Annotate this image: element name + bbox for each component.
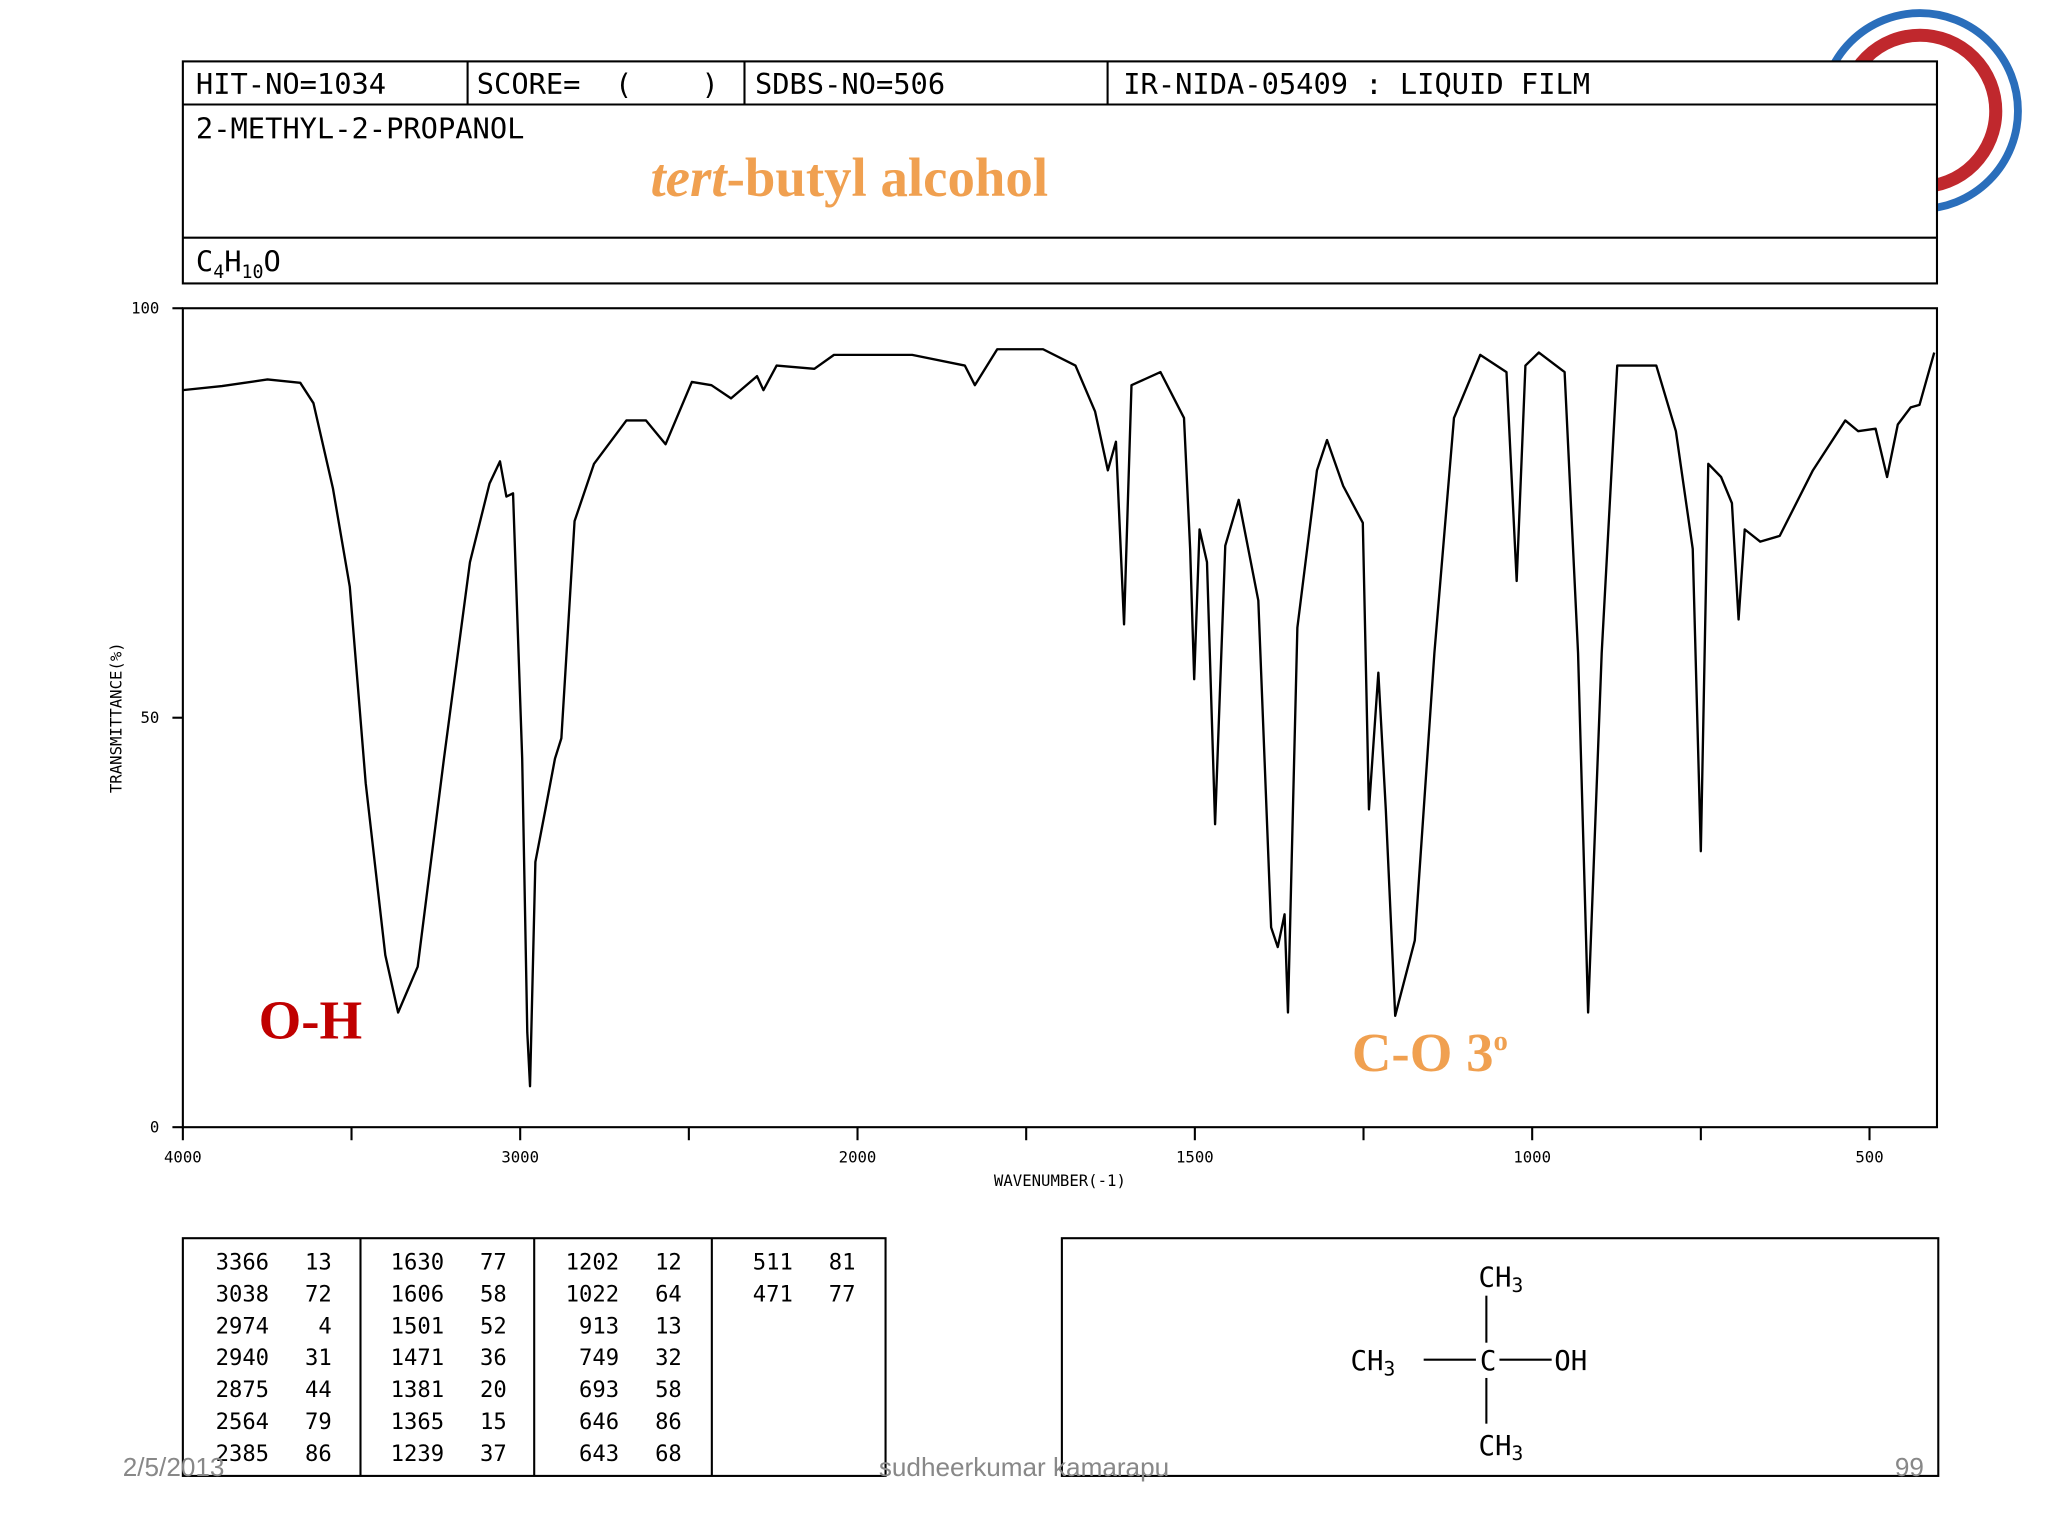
peak-cell: 511 xyxy=(753,1250,793,1276)
peak-cell: 643 xyxy=(579,1441,619,1467)
y-tick-label: 0 xyxy=(150,1117,159,1136)
peak-cell: 58 xyxy=(655,1377,682,1403)
x-tick-label: 3000 xyxy=(501,1147,539,1166)
footer-date: 2/5/2013 xyxy=(123,1452,225,1482)
peak-cell: 1471 xyxy=(391,1345,444,1371)
y-axis-label: TRANSMITTANCE(%) xyxy=(106,642,125,793)
title: tert-butyl alcohol xyxy=(650,147,1048,208)
atom: C xyxy=(1480,1346,1497,1377)
peak-cell: 15 xyxy=(480,1409,507,1435)
peak-cell: 2385 xyxy=(216,1441,269,1467)
footer-page: 99 xyxy=(1895,1452,1924,1482)
peak-rows: 3366 13 3038 72 2974 4 2940 31 2875 44 2564 79 2385 8… xyxy=(216,1250,856,1467)
x-axis-label: WAVENUMBER(-1) xyxy=(994,1171,1126,1190)
formula: C4H10O xyxy=(196,245,281,284)
peak-cell: 749 xyxy=(579,1345,619,1371)
x-tick-label: 2000 xyxy=(839,1147,877,1166)
peak-cell: 2564 xyxy=(216,1409,269,1435)
plot-frame xyxy=(181,307,1939,1129)
peak-cell: 1630 xyxy=(391,1250,444,1276)
peak-cell: 86 xyxy=(655,1409,682,1435)
structure: CH3 CH3 C OH CH3 xyxy=(1351,1263,1588,1466)
score: SCORE= ( ) xyxy=(477,67,719,101)
peak-cell: 4 xyxy=(318,1313,331,1339)
peak-cell: 32 xyxy=(655,1345,682,1371)
sdbs-no: SDBS-NO=506 xyxy=(755,67,945,101)
peak-cell: 36 xyxy=(480,1345,507,1371)
peak-cell: 3038 xyxy=(216,1281,269,1307)
peak-cell: 86 xyxy=(305,1441,332,1467)
peak-cell: 1365 xyxy=(391,1409,444,1435)
peak-cell: 1381 xyxy=(391,1377,444,1403)
x-tick-label: 500 xyxy=(1855,1147,1883,1166)
peak-cell: 3366 xyxy=(216,1250,269,1276)
compound-name: 2-METHYL-2-PROPANOL xyxy=(196,111,525,145)
peak-cell: 2940 xyxy=(216,1345,269,1371)
peak-cell: 2974 xyxy=(216,1313,269,1339)
peak-cell: 68 xyxy=(655,1441,682,1467)
peak-cell: 1501 xyxy=(391,1313,444,1339)
peak-cell: 1022 xyxy=(566,1281,619,1307)
footer-author: sudheerkumar kamarapu xyxy=(879,1452,1169,1482)
spectrum-line xyxy=(182,348,1936,1088)
peak-cell: 72 xyxy=(305,1281,332,1307)
peak-cell: 693 xyxy=(579,1377,619,1403)
peak-cell: 13 xyxy=(305,1250,332,1276)
peak-cell: 20 xyxy=(480,1377,507,1403)
peak-cell: 44 xyxy=(305,1377,332,1403)
peak-cell: 77 xyxy=(829,1281,856,1307)
peak-cell: 37 xyxy=(480,1441,507,1467)
header-box xyxy=(181,60,1939,285)
peak-cell: 471 xyxy=(753,1281,793,1307)
atom: CH3 xyxy=(1351,1346,1396,1380)
co-annotation: C-O 3o xyxy=(1352,1022,1508,1083)
peak-cell: 31 xyxy=(305,1345,332,1371)
structure-box xyxy=(1060,1237,1940,1477)
x-tick-label: 1500 xyxy=(1176,1147,1214,1166)
peak-cell: 913 xyxy=(579,1313,619,1339)
peak-cell: 646 xyxy=(579,1409,619,1435)
peak-cell: 1239 xyxy=(391,1441,444,1467)
x-tick-label: 1000 xyxy=(1513,1147,1551,1166)
peak-cell: 1606 xyxy=(391,1281,444,1307)
y-tick-label: 50 xyxy=(140,708,159,727)
oh-annotation: O-H xyxy=(259,989,363,1050)
peak-cell: 13 xyxy=(655,1313,682,1339)
peak-cell: 52 xyxy=(480,1313,507,1339)
peak-cell: 77 xyxy=(480,1250,507,1276)
peak-cell: 79 xyxy=(305,1409,332,1435)
y-tick-label: 100 xyxy=(131,298,159,317)
hit-no: HIT-NO=1034 xyxy=(196,67,386,101)
peak-cell: 2875 xyxy=(216,1377,269,1403)
peak-cell: 81 xyxy=(829,1250,856,1276)
peak-cell: 58 xyxy=(480,1281,507,1307)
plot: 0 50 100 4000 3000 2000 1500 1000 500 WAVENUMBER(… xyxy=(106,298,1939,1190)
method: IR-NIDA-05409 : LIQUID FILM xyxy=(1123,67,1590,101)
peak-cell: 1202 xyxy=(566,1250,619,1276)
x-tick-label: 4000 xyxy=(164,1147,202,1166)
peak-cell: 12 xyxy=(655,1250,682,1276)
atom: CH3 xyxy=(1479,1431,1524,1465)
atom: CH3 xyxy=(1479,1263,1524,1297)
peak-cell: 64 xyxy=(655,1281,682,1307)
atom: OH xyxy=(1554,1346,1587,1377)
